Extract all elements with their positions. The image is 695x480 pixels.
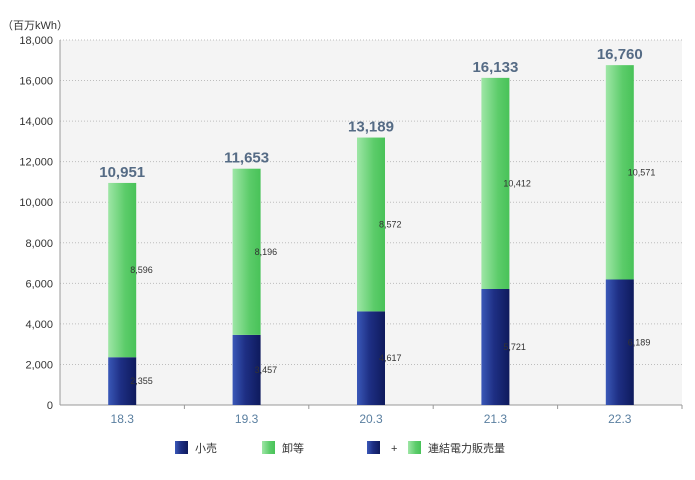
x-tick-label: 18.3 xyxy=(111,412,135,426)
bar-segment-retail xyxy=(481,288,510,405)
bar-segment-retail xyxy=(605,279,634,405)
legend-item-wholesale: 卸等 xyxy=(282,441,304,455)
bar-segment-wholesale xyxy=(232,168,261,335)
total-label: 13,189 xyxy=(348,119,394,136)
y-tick-label: 4,000 xyxy=(25,319,53,331)
y-tick-label: 10,000 xyxy=(19,197,53,209)
total-label: 10,951 xyxy=(99,164,145,181)
total-label: 11,653 xyxy=(224,150,269,167)
legend: 小売 卸等 + 連結電力販売量 xyxy=(175,441,505,455)
y-tick-label: 18,000 xyxy=(19,35,53,47)
data-label-retail: 6,189 xyxy=(628,337,651,347)
y-tick-label: 0 xyxy=(47,400,53,412)
data-labels: 2,355 8,596 10,951 3,457 8,196 11,653 4,617 8,5… xyxy=(99,46,655,386)
y-tick-label: 14,000 xyxy=(19,116,53,128)
data-label-wholesale: 8,596 xyxy=(130,265,153,275)
bar-segment-wholesale xyxy=(481,77,510,289)
x-tick-label: 22.3 xyxy=(608,412,632,426)
y-tick-label: 8,000 xyxy=(25,238,53,250)
data-label-wholesale: 8,572 xyxy=(379,219,402,229)
bar-segment-wholesale xyxy=(605,65,634,280)
y-tick-label: 2,000 xyxy=(25,359,53,371)
data-label-wholesale: 10,412 xyxy=(503,178,531,188)
legend-swatch-wholesale xyxy=(262,441,275,454)
total-label: 16,760 xyxy=(597,46,643,63)
legend-swatch-retail xyxy=(175,441,188,454)
bar-segment-wholesale xyxy=(357,137,385,312)
y-tick-label: 6,000 xyxy=(25,278,53,290)
legend-swatch-combo-blue xyxy=(367,441,380,454)
bar-segment-wholesale xyxy=(108,182,137,358)
bar-segment-retail xyxy=(357,311,385,405)
legend-swatch-combo-green xyxy=(408,441,421,454)
y-tick-label: 16,000 xyxy=(19,76,53,88)
legend-item-retail: 小売 xyxy=(195,442,217,455)
total-label: 16,133 xyxy=(472,59,518,76)
data-label-wholesale: 8,196 xyxy=(255,247,278,257)
bar-segment-retail xyxy=(232,334,261,405)
unit-label: （百万kWh） xyxy=(2,19,68,32)
data-label-retail: 3,457 xyxy=(255,365,278,375)
bar-segment-retail xyxy=(108,357,137,405)
legend-item-combined: 連結電力販売量 xyxy=(428,441,505,455)
bars xyxy=(108,65,634,405)
data-label-retail: 2,355 xyxy=(130,376,153,386)
x-tick-label: 20.3 xyxy=(359,412,383,426)
y-tick-label: 12,000 xyxy=(19,157,53,169)
data-label-retail: 4,617 xyxy=(379,353,402,363)
legend-plus: + xyxy=(391,443,397,455)
axes: 0 2,000 4,000 6,000 8,000 10,000 12,000 14,000 1… xyxy=(19,35,683,426)
data-label-retail: 5,721 xyxy=(503,342,526,352)
x-tick-label: 21.3 xyxy=(484,412,508,426)
data-label-wholesale: 10,571 xyxy=(628,167,656,177)
x-tick-label: 19.3 xyxy=(235,412,259,426)
